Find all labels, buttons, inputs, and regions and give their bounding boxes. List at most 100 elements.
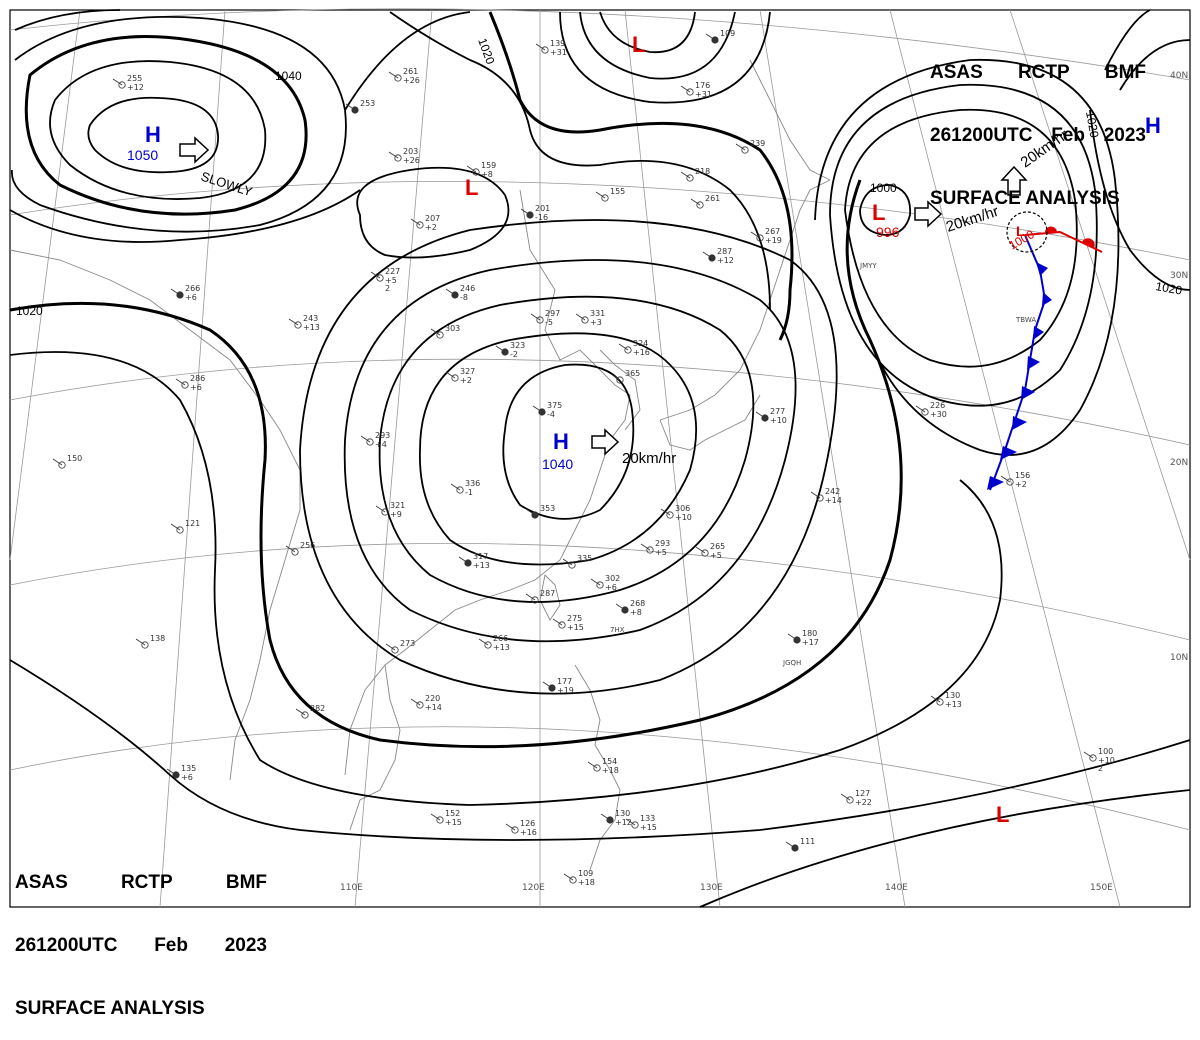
isobar-h1040-6 — [9, 179, 903, 749]
station-tendency: +19 — [557, 686, 574, 695]
isobar-label: 1020 — [1154, 279, 1183, 297]
coastlines — [9, 59, 831, 871]
coast-china — [344, 189, 631, 776]
station-tendency: -4 — [547, 410, 555, 419]
station-circle — [631, 821, 639, 829]
station-pressure: 302 — [605, 574, 620, 583]
wind-barb — [52, 458, 63, 466]
station-circle — [624, 346, 632, 354]
wind-barb — [542, 681, 553, 689]
meridian-140e — [759, 9, 906, 908]
station-codes: JMYY TBWA JGQH 7HX — [610, 262, 1036, 667]
wind-barb — [915, 405, 926, 413]
station-pressure: 273 — [400, 639, 415, 648]
isobar-outer-2 — [9, 659, 1191, 841]
station-plot: 323-2 — [495, 341, 525, 359]
station-tendency: +2 — [1015, 480, 1027, 489]
coast-indochina — [349, 664, 401, 831]
station-plot: 139+31 — [535, 39, 567, 57]
station-tendency: +14 — [825, 496, 842, 505]
station-plot: 150 — [52, 454, 82, 469]
station-pressure: 201 — [535, 204, 550, 213]
station-pressure: 121 — [185, 519, 200, 528]
station-pressure: 287 — [717, 247, 732, 256]
station-pressure: 317 — [473, 552, 488, 561]
isobar-top-3 — [488, 11, 794, 341]
low-letter: L — [996, 802, 1009, 827]
wind-barb — [695, 546, 706, 554]
header-word: RCTP — [120, 872, 173, 893]
station-plot: 127+22 — [840, 789, 872, 807]
low-value: 996 — [876, 224, 900, 240]
station-plot: 109+18 — [563, 869, 595, 887]
station-circle — [1089, 754, 1097, 762]
station-pressure: 133 — [640, 814, 655, 823]
wind-barb — [563, 873, 574, 881]
station-plot: 324+16 — [618, 339, 650, 357]
lon-label: 150E — [1090, 883, 1113, 893]
parallel-30n — [9, 181, 1191, 261]
motion-text: 20km/hr — [622, 450, 676, 467]
isobar-outer-1 — [9, 351, 1003, 806]
wind-barb — [735, 143, 746, 151]
station-circle — [701, 549, 709, 557]
station-plot: 109 — [705, 29, 735, 44]
wind-barb — [175, 378, 186, 386]
station-pressure: 139 — [550, 39, 565, 48]
isobar-nw-6 — [9, 189, 361, 243]
station-circle — [436, 816, 444, 824]
station-circle — [696, 201, 704, 209]
station-plot: 201-16 — [520, 204, 550, 222]
station-pressure: 176 — [695, 81, 710, 90]
station-plot: 268+8 — [615, 599, 645, 617]
meridian-150e — [889, 9, 1121, 908]
station-pressure: 297 — [545, 309, 560, 318]
station-tendency: +9 — [390, 510, 402, 519]
station-plot: 266+13 — [478, 634, 510, 652]
wind-barb — [587, 761, 598, 769]
isobar-top-low-1 — [599, 11, 696, 53]
parallel-10n — [9, 543, 1191, 641]
station-tendency: +2 — [425, 223, 437, 232]
wind-barb — [170, 288, 181, 296]
isobar-top-low-3 — [559, 11, 771, 104]
station-plot: 303 — [430, 324, 460, 339]
header-word: 2023 — [1103, 125, 1146, 146]
station-tendency: -1 — [465, 488, 473, 497]
low-letter: L — [465, 175, 478, 200]
header-word: 261200UTC — [930, 125, 1033, 146]
header-top-right: ASAS RCTP BMF 261200UTC Feb 2023 SURFACE ANA… — [930, 20, 1146, 230]
station-tendency: +31 — [550, 48, 567, 57]
station-pressure: 242 — [825, 487, 840, 496]
coast-bay — [229, 509, 301, 781]
station-tendency: -2 — [510, 350, 518, 359]
station-pressure: 324 — [633, 339, 648, 348]
wind-barb — [702, 251, 713, 259]
station-pressure: 177 — [557, 677, 572, 686]
station-pressure: 130 — [945, 691, 960, 700]
station-pressure: 286 — [190, 374, 205, 383]
station-tendency: +4 — [375, 440, 387, 449]
station-circle — [593, 764, 601, 772]
station-plot: 353 — [525, 504, 555, 519]
station-pressure: 111 — [800, 837, 815, 846]
arrow-l996 — [914, 200, 943, 228]
lon-label: 110E — [340, 883, 363, 893]
station-circle — [569, 876, 577, 884]
header-word: Feb — [154, 935, 188, 956]
wind-barb — [787, 633, 798, 641]
header-word: BMF — [1104, 62, 1146, 83]
station-tendency: +15 — [445, 818, 462, 827]
station-plot: 336-1 — [450, 479, 480, 497]
station-plot: 133+15 — [625, 814, 657, 832]
station-plot: 152+15 — [430, 809, 462, 827]
station-pressure: 180 — [802, 629, 817, 638]
station-tendency: +8 — [630, 608, 642, 617]
wind-barb — [388, 151, 399, 159]
station-circle — [531, 596, 539, 604]
station-circle — [558, 621, 566, 629]
lon-label: 130E — [700, 883, 723, 893]
station-circle — [616, 376, 624, 384]
station-plot: 135+6 — [166, 764, 196, 782]
station-circle — [601, 194, 609, 202]
